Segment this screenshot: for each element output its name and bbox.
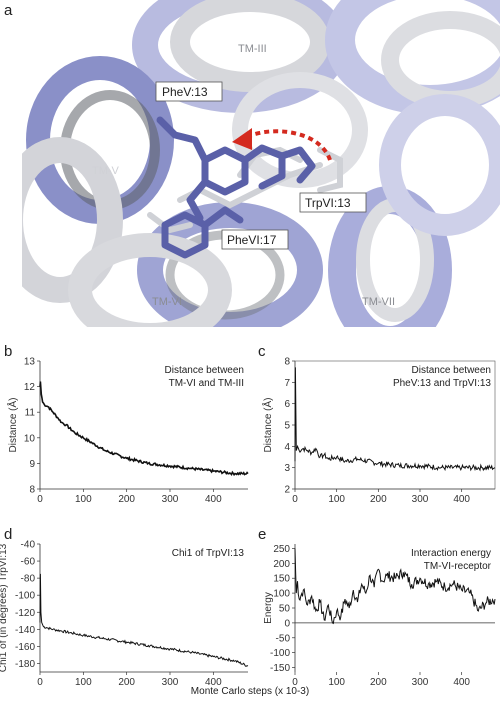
panel-letter-a: a — [4, 2, 13, 19]
series-line-c — [294, 367, 496, 472]
ytick-label-e-8: -150 — [270, 663, 290, 674]
ytick-label-e-5: 0 — [284, 618, 290, 629]
ylabel-d: Chi1 of (in degrees) TrpVI:13 — [0, 543, 9, 672]
xtick-label-c-2: 200 — [370, 494, 387, 505]
xtick-label-b-4: 400 — [205, 494, 222, 505]
ytick-label-d-3: -100 — [15, 591, 35, 602]
xtick-label-b-2: 200 — [118, 494, 135, 505]
xtick-label-c-1: 100 — [328, 494, 345, 505]
residue-label-phev13: PheV:13 — [155, 81, 223, 102]
ylabel-e: Energy — [263, 592, 274, 624]
ytick-label-d-2: -80 — [21, 574, 36, 585]
ylabel-b: Distance (Å) — [6, 397, 19, 452]
ytick-label-e-4: 50 — [279, 604, 291, 615]
ytick-label-e-7: -100 — [270, 648, 290, 659]
xtick-label-c-3: 300 — [412, 494, 429, 505]
ytick-label-d-5: -140 — [15, 625, 35, 636]
residue-label-trpvi13-text: TrpVI:13 — [305, 196, 351, 210]
xtick-label-d-1: 100 — [75, 677, 92, 688]
xtick-label-e-1: 100 — [328, 677, 345, 688]
ytick-label-c-4: 6 — [284, 399, 290, 410]
ytick-label-c-6: 8 — [284, 357, 290, 368]
residue-label-phevi17-text: PheVI:17 — [227, 233, 277, 247]
series-line-b — [39, 381, 249, 477]
ytick-label-c-2: 4 — [284, 442, 290, 453]
helix-label-tm-iii: TM-III — [238, 43, 267, 55]
ytick-label-d-6: -160 — [15, 642, 35, 653]
ytick-label-d-0: -40 — [21, 540, 36, 551]
ytick-label-c-1: 3 — [284, 463, 290, 474]
xtick-label-d-4: 400 — [205, 677, 222, 688]
xtick-label-b-3: 300 — [162, 494, 179, 505]
x-axis-title: Monte Carlo steps (x 10-3) — [190, 686, 310, 697]
ytick-label-d-1: -60 — [21, 557, 36, 568]
annotation-b-1: TM-VI and TM-III — [169, 378, 244, 389]
molecular-structure-view: TM-III TM-V TM-VI TM-VII PheV:13 TrpVI:1… — [22, 0, 500, 327]
xtick-label-e-4: 400 — [453, 677, 470, 688]
ytick-label-c-3: 5 — [284, 421, 290, 432]
xtick-label-e-2: 200 — [370, 677, 387, 688]
ytick-label-b-2: 10 — [24, 433, 36, 444]
panel-letter-b: b — [4, 343, 13, 360]
ytick-label-b-5: 13 — [24, 357, 36, 368]
ytick-label-c-0: 2 — [284, 485, 290, 496]
xtick-label-e-0: 0 — [292, 677, 298, 688]
ytick-label-c-5: 7 — [284, 378, 290, 389]
rotation-arrow-head — [232, 128, 252, 150]
rotation-arrow — [244, 129, 332, 161]
ytick-label-d-7: -180 — [15, 659, 35, 670]
ytick-label-e-0: 250 — [273, 544, 290, 555]
xtick-label-d-3: 300 — [162, 677, 179, 688]
ytick-label-e-6: -50 — [276, 633, 291, 644]
xtick-label-b-0: 0 — [37, 494, 43, 505]
xtick-label-e-3: 300 — [412, 677, 429, 688]
xtick-label-d-2: 200 — [118, 677, 135, 688]
ytick-label-b-0: 8 — [29, 485, 35, 496]
series-line-e — [294, 548, 496, 625]
xtick-label-b-1: 100 — [75, 494, 92, 505]
xtick-label-c-4: 400 — [453, 494, 470, 505]
panel-letter-d: d — [4, 526, 13, 543]
holo-residues — [156, 116, 316, 259]
helix-label-tm-v: TM-V — [92, 165, 120, 177]
ytick-label-e-2: 150 — [273, 574, 290, 585]
ylabel-c: Distance (Å) — [261, 397, 274, 452]
helix-ribbons — [22, 0, 500, 327]
series-line-d — [39, 573, 249, 667]
ytick-label-b-4: 12 — [24, 382, 36, 393]
residue-label-phevi17: PheVI:17 — [221, 229, 289, 250]
annotation-e-0: Interaction energy — [411, 548, 491, 559]
ytick-label-b-3: 11 — [25, 408, 36, 419]
helix-label-tm-vii: TM-VII — [362, 296, 395, 308]
ytick-label-b-1: 9 — [29, 459, 35, 470]
xtick-label-d-0: 0 — [37, 677, 43, 688]
xtick-label-c-0: 0 — [292, 494, 298, 505]
helix-label-tm-vi: TM-VI — [152, 296, 182, 308]
residue-label-trpvi13: TrpVI:13 — [299, 192, 367, 213]
annotation-c-1: PheV:13 and TrpVI:13 — [393, 378, 491, 389]
ytick-label-d-4: -120 — [15, 608, 35, 619]
annotation-b-0: Distance between — [165, 365, 245, 376]
panel-letter-c: c — [258, 343, 266, 360]
ytick-label-e-1: 200 — [273, 559, 290, 570]
ytick-label-e-3: 100 — [273, 589, 290, 600]
annotation-e-1: TM-VI-receptor — [424, 561, 492, 572]
panel-letter-e: e — [258, 526, 267, 543]
residue-label-phev13-text: PheV:13 — [162, 85, 208, 99]
annotation-c-0: Distance between — [412, 365, 492, 376]
annotation-d-0: Chi1 of TrpVI:13 — [172, 548, 245, 559]
